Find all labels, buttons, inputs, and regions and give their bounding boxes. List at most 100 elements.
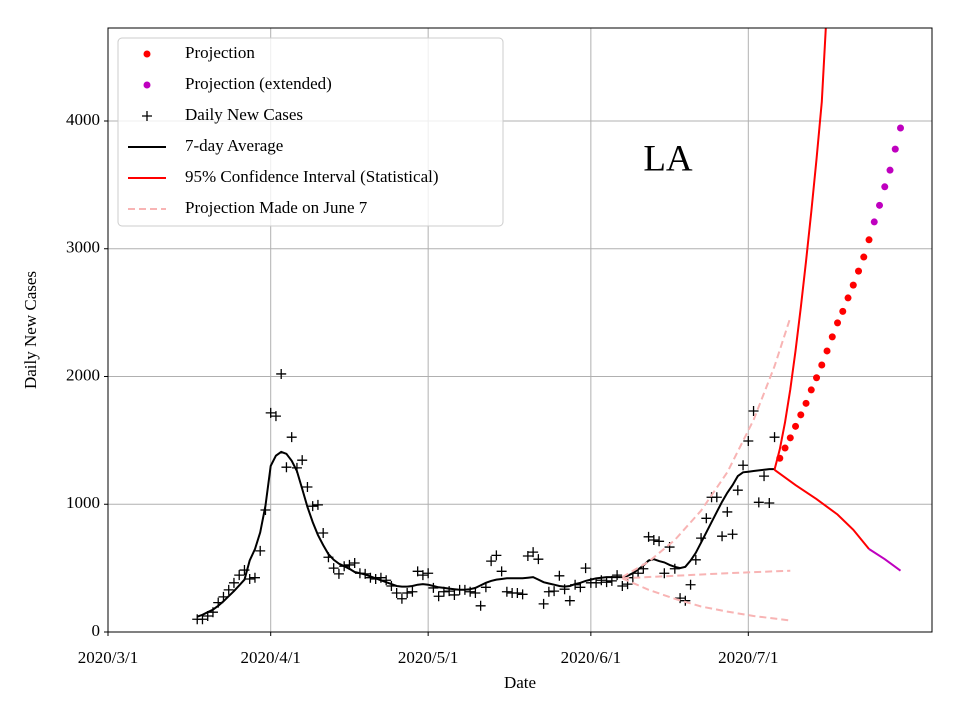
legend-marker bbox=[142, 111, 152, 121]
case-marker bbox=[297, 455, 308, 466]
y-tick-label: 0 bbox=[92, 621, 101, 640]
case-marker bbox=[685, 579, 696, 590]
case-marker bbox=[333, 568, 344, 579]
case-marker bbox=[234, 570, 245, 581]
x-axis-label: Date bbox=[504, 673, 536, 692]
case-marker bbox=[318, 527, 329, 538]
projection-point bbox=[792, 422, 800, 430]
legend: Projection Projection (extended) Daily New… bbox=[117, 37, 504, 227]
case-marker bbox=[470, 588, 481, 599]
case-marker bbox=[717, 531, 728, 542]
case-marker bbox=[197, 614, 208, 625]
case-marker bbox=[312, 499, 323, 510]
projection-point bbox=[849, 281, 857, 289]
case-marker bbox=[554, 570, 565, 581]
legend-label: Projection Made on June 7 bbox=[185, 198, 368, 217]
projection-point bbox=[876, 201, 884, 209]
case-marker bbox=[528, 547, 539, 558]
case-marker bbox=[265, 407, 276, 418]
case-marker bbox=[680, 595, 691, 606]
case-marker bbox=[396, 593, 407, 604]
projection-point bbox=[881, 183, 889, 191]
legend-label: Projection bbox=[185, 43, 255, 62]
axes-frame bbox=[107, 27, 933, 633]
x-tick-label: 2020/6/1 bbox=[561, 648, 621, 667]
case-marker bbox=[764, 497, 775, 508]
y-tick-label: 1000 bbox=[66, 493, 100, 512]
case-marker bbox=[228, 577, 239, 588]
case-marker bbox=[491, 550, 502, 561]
case-marker bbox=[328, 563, 339, 574]
projection-point bbox=[797, 411, 805, 419]
case-marker bbox=[496, 566, 507, 577]
legend-label: 7-day Average bbox=[185, 136, 283, 155]
case-marker bbox=[575, 582, 586, 593]
case-marker bbox=[753, 497, 764, 508]
y-tick-label: 4000 bbox=[66, 110, 100, 129]
case-marker bbox=[732, 485, 743, 496]
projection-point bbox=[844, 294, 852, 302]
case-marker bbox=[249, 572, 260, 583]
legend-box bbox=[117, 37, 504, 227]
case-marker bbox=[659, 568, 670, 579]
case-marker bbox=[669, 563, 680, 574]
case-marker bbox=[759, 471, 770, 482]
projection-point bbox=[786, 434, 794, 442]
x-tick-label: 2020/7/1 bbox=[718, 648, 778, 667]
case-marker bbox=[428, 582, 439, 593]
case-marker bbox=[517, 589, 528, 600]
x-tick-label: 2020/4/1 bbox=[240, 648, 300, 667]
case-marker bbox=[501, 586, 512, 597]
case-marker bbox=[475, 600, 486, 611]
case-marker bbox=[711, 492, 722, 503]
case-marker bbox=[743, 436, 754, 447]
case-marker bbox=[433, 591, 444, 602]
case-marker bbox=[391, 588, 402, 599]
series-line bbox=[621, 317, 792, 578]
projection-point bbox=[860, 253, 868, 261]
extended-line bbox=[868, 548, 902, 572]
case-marker bbox=[480, 582, 491, 593]
case-marker bbox=[690, 554, 701, 565]
case-marker bbox=[423, 568, 434, 579]
case-marker bbox=[643, 531, 654, 542]
case-marker bbox=[675, 593, 686, 604]
case-marker bbox=[522, 550, 533, 561]
projection-point bbox=[781, 444, 789, 452]
annotation: LA bbox=[643, 138, 693, 179]
case-marker bbox=[591, 577, 602, 588]
case-marker bbox=[538, 598, 549, 609]
case-marker bbox=[449, 589, 460, 600]
axes: 0 1000 2000 3000 4000 2020/3/1 2020/4/1 2020/5/… bbox=[66, 110, 779, 667]
projection-point bbox=[870, 218, 878, 226]
projection-point bbox=[813, 374, 821, 382]
legend-label: 95% Confidence Interval (Statistical) bbox=[185, 167, 439, 186]
projection-point bbox=[855, 267, 863, 275]
projection-point bbox=[818, 361, 826, 369]
case-marker bbox=[349, 558, 360, 569]
case-marker bbox=[412, 566, 423, 577]
case-marker bbox=[255, 545, 266, 556]
case-marker bbox=[564, 595, 575, 606]
case-marker bbox=[244, 573, 255, 584]
case-marker bbox=[512, 588, 523, 599]
case-marker bbox=[276, 368, 287, 379]
x-tick-label: 2020/5/1 bbox=[398, 648, 458, 667]
projection-point bbox=[802, 399, 810, 407]
case-marker bbox=[738, 460, 749, 471]
legend-label: Daily New Cases bbox=[185, 105, 303, 124]
case-marker bbox=[701, 513, 712, 524]
case-marker bbox=[402, 588, 413, 599]
case-marker bbox=[769, 432, 780, 443]
case-marker bbox=[601, 577, 612, 588]
case-marker bbox=[748, 405, 759, 416]
case-marker bbox=[580, 563, 591, 574]
plot-area bbox=[192, 28, 905, 625]
case-marker bbox=[654, 536, 665, 547]
legend-label: Projection (extended) bbox=[185, 74, 332, 93]
projection-point bbox=[823, 347, 831, 355]
x-tick-label: 2020/3/1 bbox=[78, 648, 138, 667]
projection-point bbox=[897, 124, 905, 132]
projection-point bbox=[891, 145, 899, 153]
